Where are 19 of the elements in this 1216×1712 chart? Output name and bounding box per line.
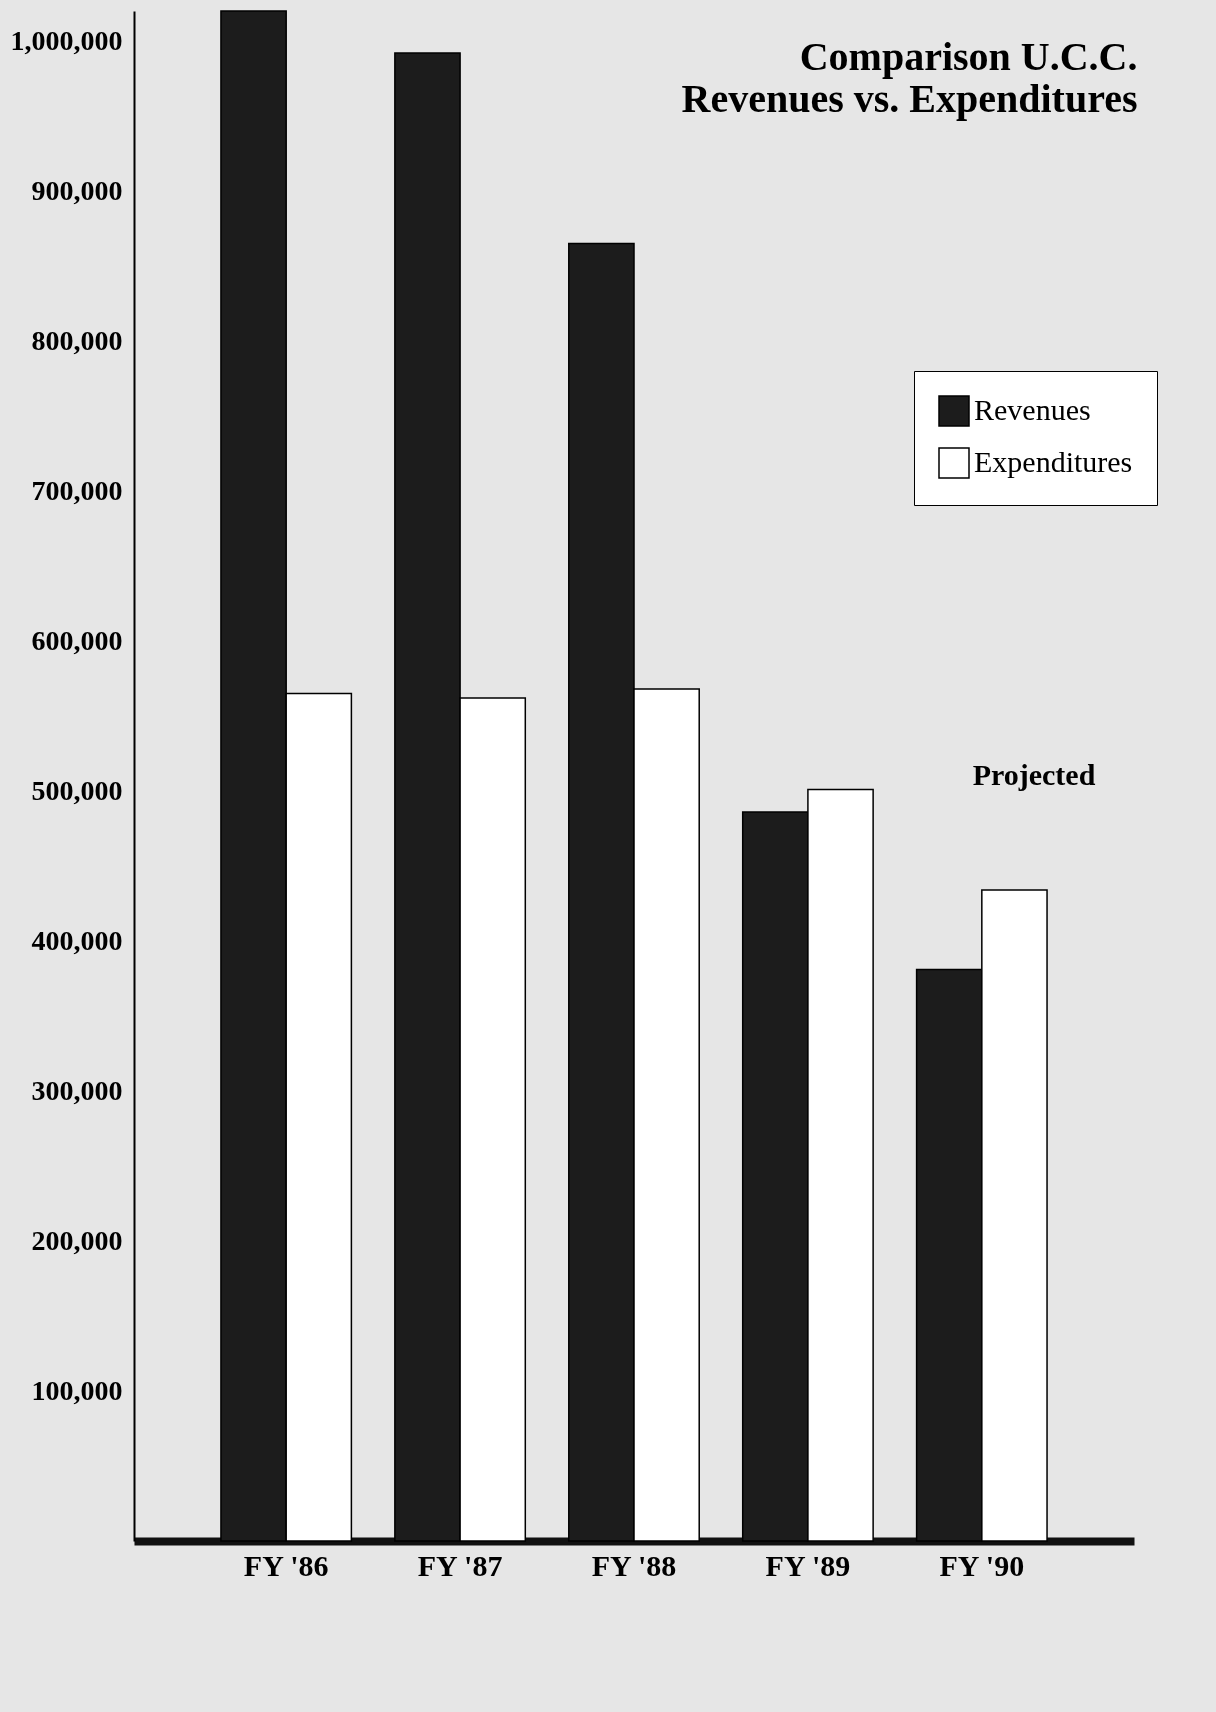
text: Comparison U.C.C. bbox=[799, 34, 1138, 80]
y-tick-label: 400,000 bbox=[31, 924, 123, 956]
y-tick-label: 800,000 bbox=[31, 324, 123, 356]
x-tick-label: FY '89 bbox=[765, 1548, 851, 1582]
x-tick-label: FY '87 bbox=[417, 1548, 503, 1582]
y-tick-label: 500,000 bbox=[31, 774, 123, 806]
y-tick-label: 900,000 bbox=[31, 174, 123, 206]
y-tick-label: 300,000 bbox=[31, 1074, 123, 1106]
legend-label: Expenditures bbox=[974, 445, 1133, 478]
x-tick-label: FY '86 bbox=[243, 1548, 329, 1582]
legend-label: Revenues bbox=[974, 393, 1091, 426]
annotation: Projected bbox=[972, 758, 1096, 791]
y-tick-label: 600,000 bbox=[31, 624, 123, 656]
y-tick-label: 1,000,000 bbox=[10, 24, 123, 56]
x-tick-label: FY '90 bbox=[939, 1548, 1025, 1582]
y-tick-label: 700,000 bbox=[31, 474, 123, 506]
x-tick-label: FY '88 bbox=[591, 1548, 677, 1582]
y-tick-label: 200,000 bbox=[31, 1224, 123, 1256]
y-tick-label: 100,000 bbox=[31, 1374, 123, 1406]
